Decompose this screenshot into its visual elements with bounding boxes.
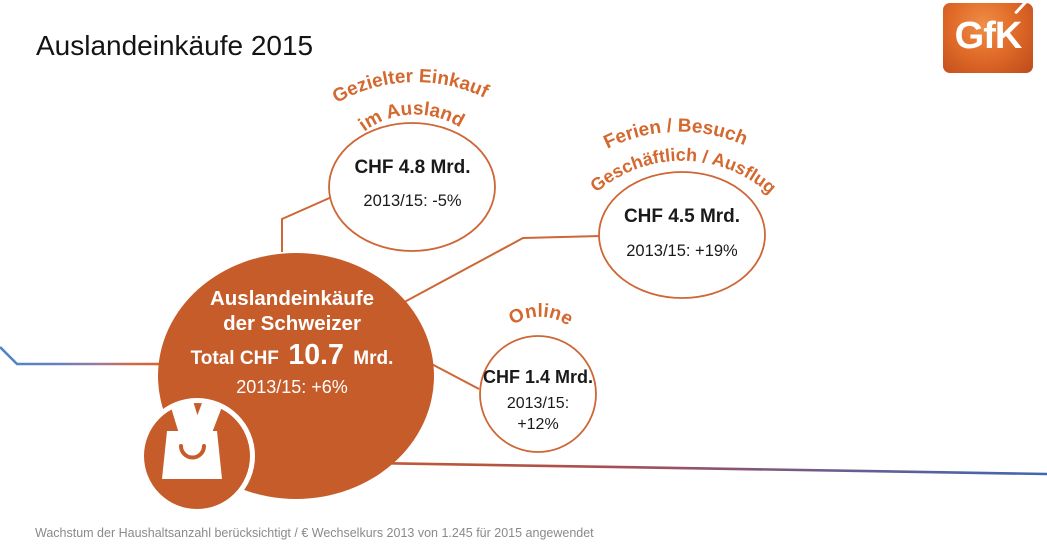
timeline-left-gradient-line [0,346,161,366]
bubble-gezielter-einkauf [328,122,496,252]
total-prefix: Total CHF [190,348,279,369]
main-bubble-total: Total CHF 10.7 Mrd. [152,338,432,377]
bubble-ferien-besuch [598,171,766,299]
bubble-online [479,335,597,453]
connector-to-ferien-besuch [396,235,602,307]
label-ferien-besuch-line1: Ferien / Besuch [601,116,751,154]
bubble-change: 2013/15: +19% [626,242,738,260]
gfk-logo: GfK [943,0,1033,73]
gfk-logo-text: GfK [954,15,1023,57]
bubble-value: CHF 4.8 Mrd. [354,157,471,178]
bubble-change-line2: +12% [517,416,559,433]
footnote: Wachstum der Haushaltsanzahl berücksicht… [35,526,594,540]
shopping-bag-icon [139,398,255,514]
bubble-change-line1: 2013/15: [506,395,570,412]
main-bubble-title-line2: der Schweizer [223,312,361,335]
bubble-value: CHF 1.4 Mrd. [482,367,593,387]
main-bubble-title-line1: Auslandeinkäufe [209,287,375,310]
label-online: Online [506,301,577,330]
total-suffix: Mrd. [353,348,394,369]
bubble-online-text: CHF 1.4 Mrd. 2013/15: +12% [479,366,597,435]
timeline-right-gradient-line [367,461,1047,476]
bubble-ferien-besuch-text: CHF 4.5 Mrd. 2013/15: +19% [599,206,765,261]
bubble-value: CHF 4.5 Mrd. [623,206,741,227]
main-bubble-change: 2013/15: +6% [236,377,348,397]
page-title: Auslandeinkäufe 2015 [36,30,314,61]
bubble-change: 2013/15: -5% [363,192,462,210]
bubble-change: 2013/15: +12% [479,393,597,435]
bubble-gezielter-einkauf-text: CHF 4.8 Mrd. 2013/15: -5% [330,157,495,211]
total-value: 10.7 [288,339,344,371]
connector-to-gezielter-einkauf [281,195,335,252]
main-bubble-title: Auslandeinkäufe der Schweizer [152,286,432,336]
